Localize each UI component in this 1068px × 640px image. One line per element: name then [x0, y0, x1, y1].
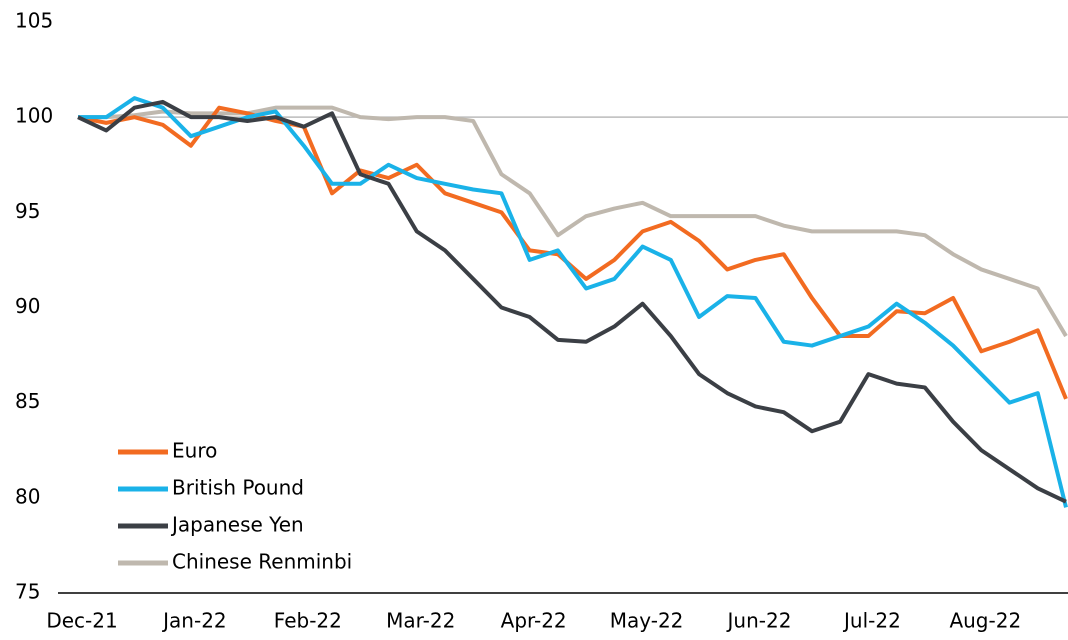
x-tick-label: Jun-22 [726, 609, 792, 633]
x-tick-label: Mar-22 [386, 609, 455, 633]
y-tick-label: 80 [15, 484, 40, 508]
legend-label: Euro [172, 439, 217, 463]
legend-label: Japanese Yen [170, 513, 304, 537]
y-tick-label: 95 [15, 199, 40, 223]
x-tick-label: Dec-21 [46, 609, 117, 633]
x-tick-label: Feb-22 [274, 609, 342, 633]
y-tick-label: 90 [15, 294, 40, 318]
line-series [78, 96, 1068, 508]
legend-label: British Pound [172, 476, 304, 500]
line-series [78, 105, 1068, 338]
x-tick-label: Jan-22 [161, 609, 227, 633]
y-tick-label: 85 [15, 389, 40, 413]
x-tick-label: Apr-22 [501, 609, 567, 633]
legend-label: Chinese Renminbi [172, 550, 352, 574]
y-tick-label: 75 [15, 580, 40, 604]
line-series [77, 99, 1067, 504]
x-tick-label: Aug-22 [949, 609, 1021, 633]
x-tick-label: May-22 [610, 609, 684, 633]
y-tick-label: 100 [15, 104, 53, 128]
line-series [77, 105, 1068, 400]
y-tick-label: 105 [15, 9, 53, 33]
x-tick-label: Jul-22 [842, 609, 901, 633]
